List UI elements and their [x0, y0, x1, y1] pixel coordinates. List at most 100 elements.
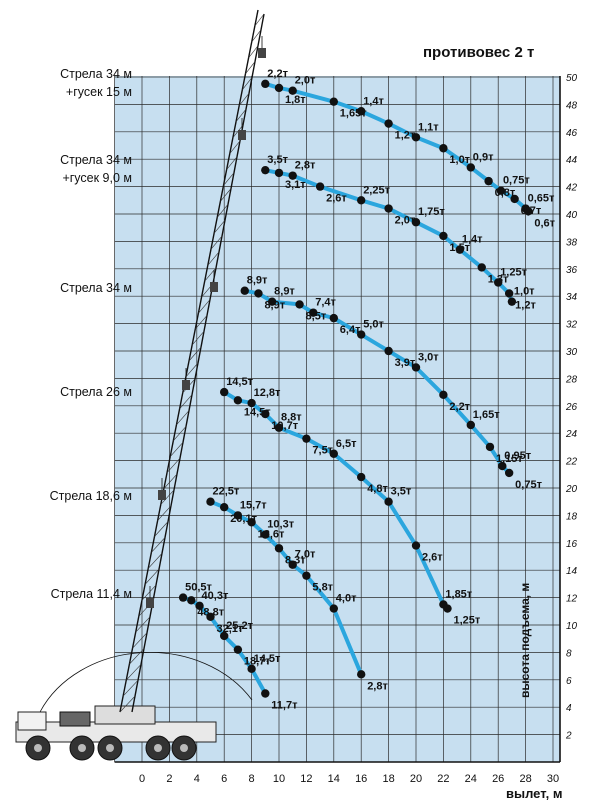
boom-lacing — [154, 521, 169, 537]
load-point — [439, 390, 448, 400]
crane-wheel-hub — [78, 744, 86, 752]
load-label: 0,75т — [515, 479, 542, 491]
load-point — [504, 289, 514, 298]
load-label: 1,25т — [454, 615, 481, 627]
boom-lacing — [185, 362, 199, 378]
load-point — [247, 664, 256, 674]
x-tick-label: 24 — [465, 773, 477, 785]
load-label: 32,1т — [217, 623, 244, 635]
y-tick-label: 38 — [566, 237, 578, 248]
load-point — [233, 396, 243, 405]
load-label: 10,7т — [271, 420, 298, 432]
load-point — [329, 604, 338, 613]
load-point — [295, 300, 304, 309]
load-point — [288, 560, 297, 569]
load-label: 2,8т — [295, 160, 316, 172]
load-label: 3,5т — [391, 486, 412, 498]
load-point — [233, 511, 243, 520]
boom-lacing — [213, 220, 226, 234]
load-point — [411, 363, 421, 372]
boom-label: Стрела 11,4 м — [51, 587, 132, 601]
load-label: 5,8т — [312, 582, 333, 594]
boom-lacing — [248, 45, 259, 59]
crane-wheel-hub — [154, 744, 162, 752]
load-point — [206, 497, 215, 506]
load-label: 8,9т — [247, 275, 268, 287]
load-label: 12,6т — [258, 528, 285, 540]
boom-label: Стрела 34 м — [60, 153, 132, 167]
x-tick-label: 12 — [300, 773, 312, 785]
x-tick-label: 14 — [328, 773, 340, 785]
y-tick-label: 48 — [566, 100, 578, 111]
boom-lacing — [254, 13, 265, 27]
load-point — [233, 645, 243, 654]
load-point — [261, 409, 270, 419]
boom-lacing — [169, 442, 184, 457]
load-point — [267, 297, 277, 306]
load-point — [206, 612, 215, 621]
labels: 0 2 4 6 8 10 12 14 16 18 20 22 24 26 28 302468101214161… — [50, 67, 578, 785]
y-tick-label: 12 — [566, 594, 578, 605]
boom-lacing — [144, 569, 160, 585]
load-label: 1,75т — [418, 206, 445, 218]
load-label: 2,25т — [363, 184, 390, 196]
y-tick-label: 2 — [565, 731, 572, 742]
slew-radius-arc — [39, 652, 253, 713]
load-label: 6,5т — [336, 438, 357, 450]
x-tick-label: 26 — [492, 773, 504, 785]
load-curve — [242, 288, 512, 475]
load-label: 0,95т — [504, 450, 531, 462]
crane-wheel-hub — [106, 744, 114, 752]
crane-engine — [59, 711, 91, 727]
load-point — [302, 571, 311, 580]
load-point — [384, 204, 393, 213]
hook-block — [210, 282, 218, 292]
boom-lacing — [198, 299, 211, 314]
load-label: 8,5т — [306, 310, 327, 322]
load-label: 2,0т — [395, 215, 416, 227]
y-tick-label: 18 — [566, 511, 578, 522]
load-label: 8,9т — [274, 286, 295, 298]
x-tick-label: 8 — [249, 773, 255, 785]
boom-lacing — [188, 346, 202, 362]
x-axis-label: вылет, м — [506, 786, 563, 801]
x-tick-label: 16 — [355, 773, 367, 785]
boom-lacing — [119, 695, 136, 713]
load-label: 14,5т — [244, 406, 271, 418]
y-tick-label: 32 — [566, 320, 578, 331]
hook-block — [258, 48, 266, 58]
boom-lacing — [151, 537, 166, 553]
load-point — [384, 119, 393, 128]
load-curve — [208, 499, 364, 677]
load-point — [315, 182, 325, 191]
hook-block — [146, 598, 154, 608]
load-label: 2,8т — [367, 680, 388, 692]
load-point — [220, 631, 229, 641]
load-point — [498, 461, 507, 471]
boom-lacing — [141, 584, 157, 601]
load-point — [466, 163, 475, 172]
boom-lacing — [157, 505, 172, 521]
y-tick-label: 22 — [565, 457, 578, 468]
y-tick-label: 40 — [566, 210, 578, 221]
boom-lacing — [223, 172, 235, 186]
y-tick-label: 26 — [565, 402, 578, 413]
boom-lacing — [191, 331, 205, 346]
load-label: 2,2т — [449, 401, 470, 413]
load-label: 0,7т — [521, 205, 542, 217]
boom-label: Стрела 26 м — [60, 385, 132, 399]
boom-label: +гусек 9,0 м — [62, 171, 132, 185]
x-tick-label: 22 — [437, 773, 449, 785]
load-label: 50,5т — [185, 582, 212, 594]
chart-title: противовес 2 т — [423, 44, 535, 61]
load-label: 25,2т — [226, 620, 253, 632]
load-label: 2,6т — [326, 193, 347, 205]
load-point — [477, 263, 486, 272]
load-point — [302, 434, 311, 443]
load-label: 11,7т — [271, 700, 298, 712]
load-point — [411, 218, 421, 227]
load-point — [494, 278, 503, 287]
hook-block — [158, 490, 166, 500]
boom-label: +гусек 15 м — [66, 85, 132, 99]
load-label: 0,65т — [528, 193, 555, 205]
